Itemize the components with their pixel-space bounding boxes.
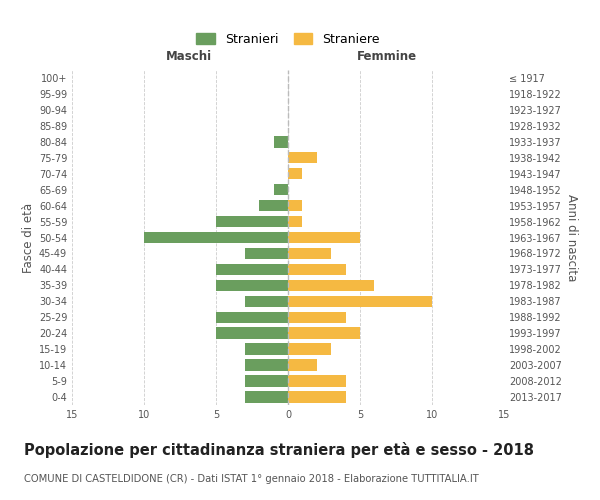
- Bar: [288, 280, 374, 291]
- Bar: [274, 136, 288, 147]
- Bar: [245, 360, 288, 371]
- Bar: [288, 232, 360, 243]
- Bar: [288, 376, 346, 387]
- Bar: [144, 232, 288, 243]
- Text: Femmine: Femmine: [357, 50, 418, 64]
- Bar: [288, 216, 302, 228]
- Bar: [216, 216, 288, 228]
- Bar: [288, 200, 302, 211]
- Bar: [274, 184, 288, 196]
- Y-axis label: Fasce di età: Fasce di età: [22, 202, 35, 272]
- Bar: [216, 328, 288, 339]
- Bar: [288, 248, 331, 259]
- Bar: [288, 168, 302, 179]
- Bar: [245, 248, 288, 259]
- Bar: [259, 200, 288, 211]
- Bar: [245, 344, 288, 355]
- Bar: [288, 360, 317, 371]
- Bar: [288, 344, 331, 355]
- Bar: [245, 392, 288, 403]
- Bar: [288, 312, 346, 323]
- Bar: [216, 312, 288, 323]
- Text: COMUNE DI CASTELDIDONE (CR) - Dati ISTAT 1° gennaio 2018 - Elaborazione TUTTITAL: COMUNE DI CASTELDIDONE (CR) - Dati ISTAT…: [24, 474, 479, 484]
- Y-axis label: Anni di nascita: Anni di nascita: [565, 194, 578, 281]
- Bar: [288, 264, 346, 275]
- Bar: [288, 296, 432, 307]
- Bar: [245, 296, 288, 307]
- Text: Maschi: Maschi: [166, 50, 212, 64]
- Bar: [288, 392, 346, 403]
- Legend: Stranieri, Straniere: Stranieri, Straniere: [193, 30, 383, 50]
- Text: Popolazione per cittadinanza straniera per età e sesso - 2018: Popolazione per cittadinanza straniera p…: [24, 442, 534, 458]
- Bar: [216, 264, 288, 275]
- Bar: [216, 280, 288, 291]
- Bar: [245, 376, 288, 387]
- Bar: [288, 328, 360, 339]
- Bar: [288, 152, 317, 164]
